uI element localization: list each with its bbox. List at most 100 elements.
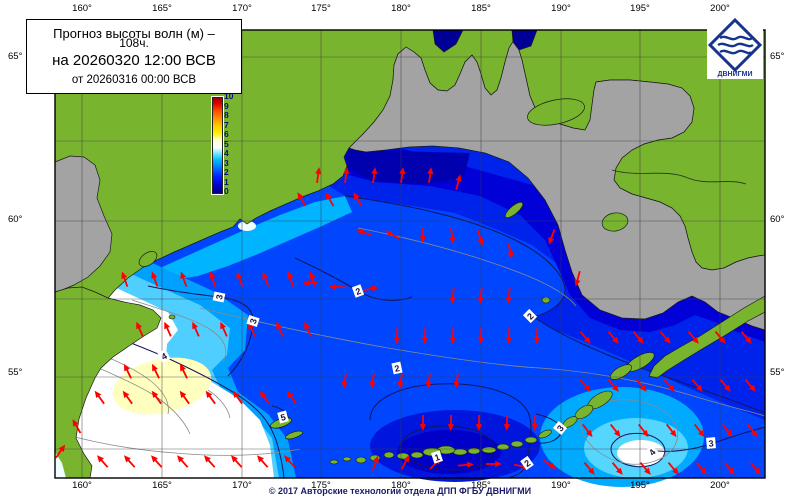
lat-tick-right: 55° [770,367,785,378]
wave-direction-arrow [476,230,484,246]
dvnigmi-logo-label: ДВНИГМИ [718,71,753,78]
wave-direction-arrow [453,372,460,389]
wave-direction-arrow [548,229,556,245]
wave-direction-arrow [121,271,129,287]
wave-direction-arrow [419,226,427,243]
wave-direction-arrow [477,327,484,344]
forecast-lead-hours: 108ч. [119,36,149,50]
wave-direction-arrow [447,414,455,431]
wave-direction-arrow [723,462,735,475]
wave-direction-arrow [353,192,363,207]
colorbar-scale-values: 10 9 8 7 6 5 4 3 2 1 0 [224,92,233,196]
wave-direction-arrow [136,321,144,337]
contour-value-label: 2 [391,361,403,375]
svg-text:4: 4 [647,447,658,457]
lon-tick-top: 165° [152,3,172,14]
wave-direction-arrow [695,462,707,475]
lon-tick-bottom: 190° [551,480,571,491]
sea-ice-bering [348,39,766,331]
forecast-title-box: Прогноз высоты волн (м) – 108ч. на 20260… [26,19,242,94]
wave-direction-arrow [176,455,189,468]
dvnigmi-logo-icon: ДВНИГМИ [707,17,763,78]
wave-direction-arrow [746,423,758,438]
wave-direction-arrow [583,462,595,475]
lon-tick-bottom: 165° [152,480,172,491]
island-karaginsky [138,251,158,267]
wave-height-colorbar [212,97,223,194]
wave-direction-arrow [393,327,400,344]
wave-direction-arrow [687,331,699,344]
wave-direction-arrow [400,455,410,470]
wave-direction-arrow [505,287,512,304]
lon-tick-top: 195° [630,3,650,14]
colorbar-value: 1 [224,176,229,187]
svg-text:3: 3 [248,317,259,325]
wave-direction-arrow [329,283,346,291]
wave-direction-arrow [315,167,322,184]
wave-direction-arrow [297,192,307,207]
wave-direction-arrow [581,423,593,438]
wave-direction-arrow [486,460,502,468]
colorbar-value: 3 [224,157,229,168]
wave-direction-arrow [507,242,514,259]
wave-direction-arrow [304,321,312,337]
wave-direction-arrow [397,372,404,389]
wave-direction-arrow [152,363,160,379]
forecast-valid-time: на 20260320 12:00 ВСВ [52,52,216,69]
wave-direction-arrow [531,414,539,431]
colorbar-value: 9 [224,100,229,111]
wave-direction-arrow [744,379,756,392]
wave-direction-arrow [667,462,679,475]
wave-direction-arrow [151,271,159,287]
wave-direction-arrow [205,390,216,405]
lon-tick-top: 185° [471,3,491,14]
wave-direction-arrow [719,379,731,392]
wave-direction-arrow [574,271,581,287]
wave-direction-arrow [425,372,432,389]
wave-direction-arrow [309,271,317,287]
wave-direction-arrow [449,227,456,244]
svg-text:3: 3 [214,294,225,301]
wave-direction-arrow [151,390,162,405]
wave-direction-arrow [325,192,335,207]
wave-direction-arrow [256,455,269,468]
island-commander-2 [285,430,303,440]
wave-direction-arrow [663,379,675,392]
lat-tick-right: 65° [770,51,785,62]
wave-direction-arrow [749,462,761,475]
colorbar-value: 8 [224,110,229,120]
lat-tick-left: 65° [8,51,23,62]
lon-tick-top: 170° [232,3,252,14]
wave-direction-arrow [72,419,82,434]
colorbar-value: 4 [224,148,229,158]
wave-direction-arrow [230,455,243,468]
lon-tick-top: 180° [391,3,411,14]
svg-text:3: 3 [555,423,566,433]
wave-direction-arrow [449,327,456,344]
wave-direction-arrow [371,455,379,471]
lon-tick-top: 160° [72,3,92,14]
wave-direction-arrow [639,462,651,475]
grid-lines [55,30,765,478]
wave-direction-arrow [475,414,483,431]
wave-direction-arrow [123,455,136,468]
wave-direction-arrow [192,321,200,337]
contour-value-label: 1 [431,450,443,464]
wave-direction-arrow [579,379,591,392]
wave-direction-arrow [232,390,243,405]
lon-tick-bottom: 200° [710,480,730,491]
wave-direction-arrow [209,271,217,287]
wave-direction-arrow [179,390,190,405]
wave-direction-arrow [449,287,456,304]
lon-tick-bottom: 195° [630,480,650,491]
wave-direction-arrow [637,423,649,438]
map-frame [54,29,766,479]
wave-direction-arrow [385,230,400,240]
wave-direction-arrow [343,167,350,184]
wave-direction-arrow [286,390,297,405]
wave-direction-arrow [740,331,752,344]
wave-direction-arrow [609,423,621,438]
wave-direction-arrow [122,390,133,405]
wave-direction-arrow [477,287,484,304]
